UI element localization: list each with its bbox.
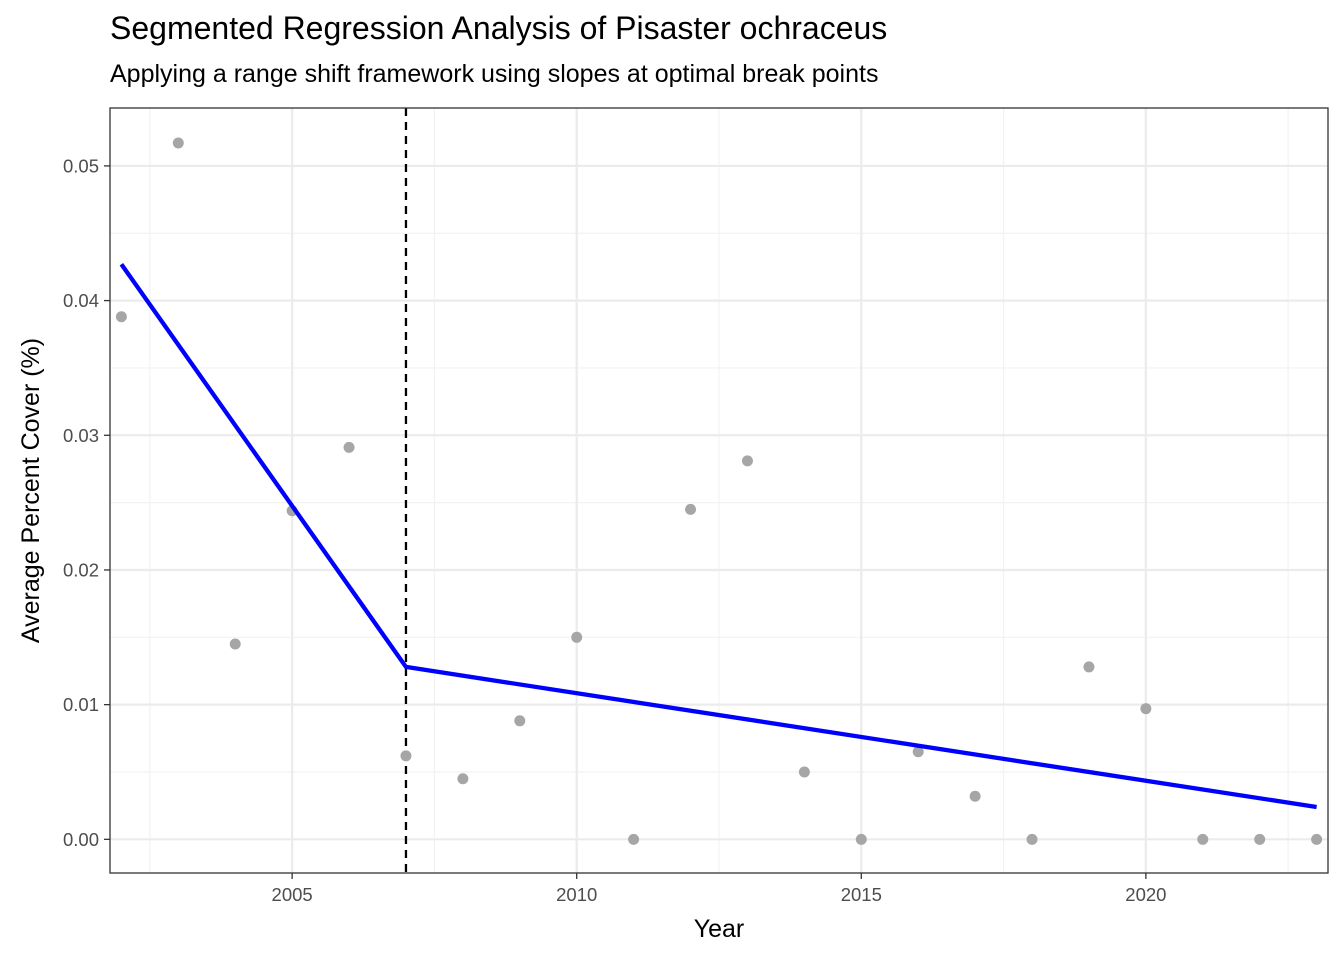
y-tick-label: 0.04: [63, 290, 99, 311]
y-axis-ticks: 0.00 0.01 0.02 0.03 0.04 0.05: [63, 155, 110, 850]
data-point: [741, 455, 753, 467]
data-point: [1254, 833, 1266, 845]
data-point: [1140, 703, 1152, 715]
y-tick-label: 0.01: [63, 694, 99, 715]
data-point: [514, 715, 526, 727]
data-points: [115, 137, 1323, 845]
y-tick-label: 0.02: [63, 559, 99, 580]
chart-title: Segmented Regression Analysis of Pisaste…: [110, 10, 888, 46]
x-tick-label: 2015: [841, 884, 882, 905]
fit-line-layer: [119, 262, 1317, 810]
data-point: [229, 638, 241, 650]
grid-lines: [110, 108, 1328, 873]
y-tick-label: 0.00: [63, 829, 99, 850]
data-point: [400, 750, 412, 762]
data-point: [969, 790, 981, 802]
x-axis-title: Year: [694, 915, 745, 943]
chart-subtitle: Applying a range shift framework using s…: [110, 60, 879, 88]
data-point: [115, 311, 127, 323]
x-tick-label: 2010: [556, 884, 597, 905]
data-point: [343, 441, 355, 453]
data-point: [457, 773, 469, 785]
y-tick-label: 0.03: [63, 425, 99, 446]
x-tick-label: 2020: [1125, 884, 1166, 905]
data-point: [628, 833, 640, 845]
y-tick-label: 0.05: [63, 155, 99, 176]
data-point: [1311, 833, 1323, 845]
data-point: [685, 503, 697, 515]
y-axis-title: Average Percent Cover (%): [17, 338, 45, 643]
x-tick-label: 2005: [272, 884, 313, 905]
data-point: [1026, 833, 1038, 845]
data-point: [1197, 833, 1209, 845]
data-point: [798, 766, 810, 778]
fit-line: [119, 262, 1317, 810]
data-point: [855, 833, 867, 845]
data-point: [1083, 661, 1095, 673]
x-axis-ticks: 2005 2010 2015 2020: [272, 873, 1166, 905]
data-point: [571, 631, 583, 643]
data-point: [912, 746, 924, 758]
data-point: [172, 137, 184, 149]
panel-border: [109, 107, 1329, 874]
